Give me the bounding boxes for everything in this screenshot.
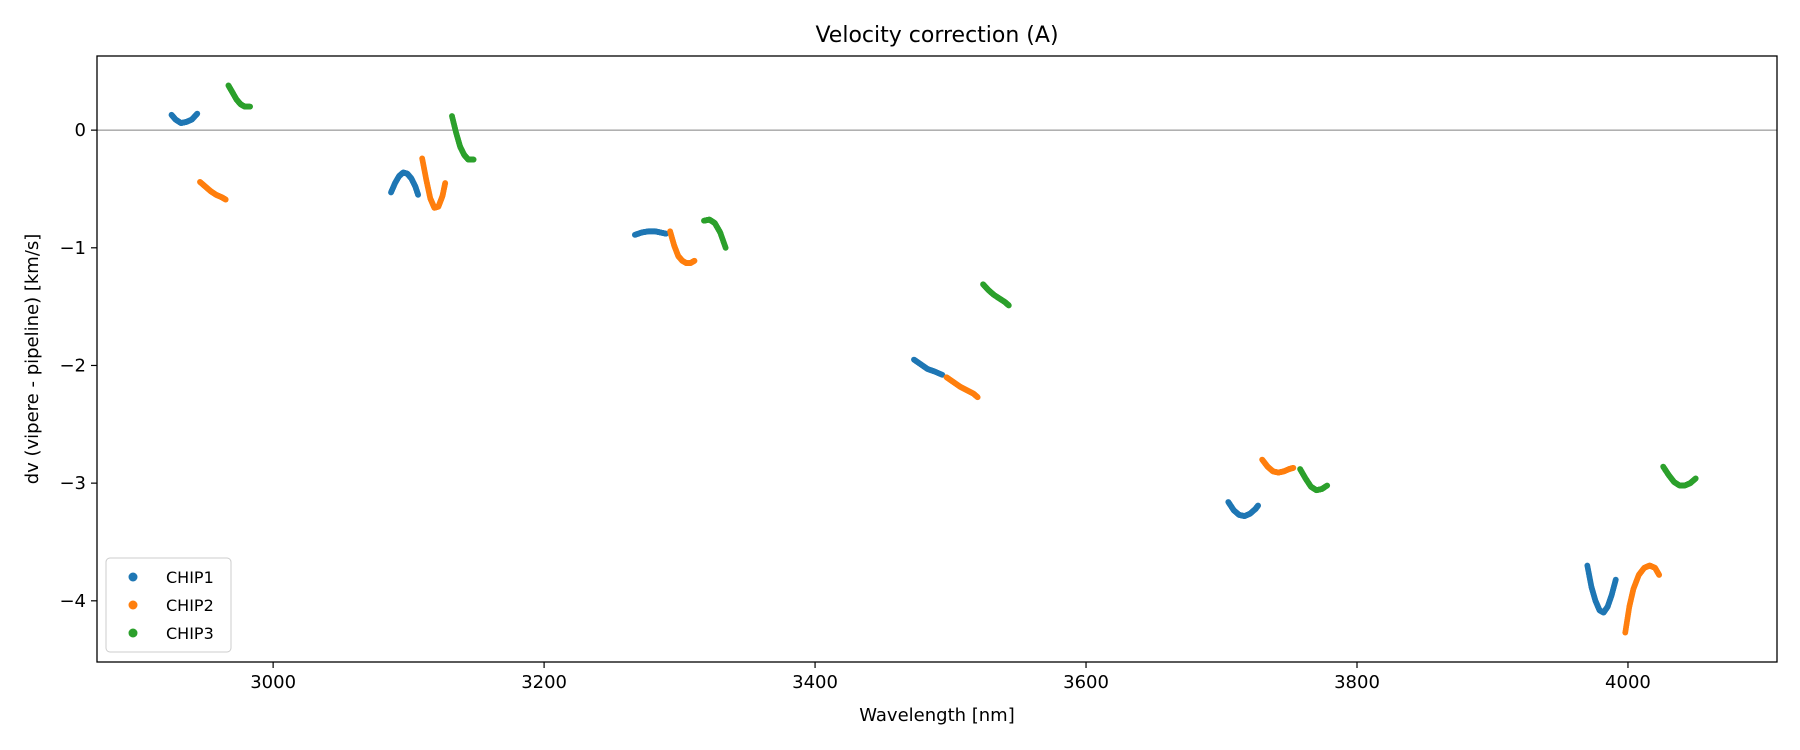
segment-chip2 (197, 179, 229, 203)
y-tick-label: −4 (59, 591, 86, 612)
chart-title: Velocity correction (A) (815, 23, 1058, 48)
legend-frame (105, 557, 232, 653)
legend-label-chip1: CHIP1 (166, 568, 214, 587)
y-tick-label: 0 (75, 120, 86, 141)
data-point (1656, 572, 1663, 578)
data-point (1005, 302, 1012, 309)
segment-chip1 (911, 356, 946, 378)
data-point (974, 394, 981, 401)
data-point (1255, 502, 1261, 509)
x-tick-label: 3800 (1334, 672, 1380, 693)
data-point (1692, 475, 1699, 482)
legend-label-chip2: CHIP2 (166, 596, 214, 615)
segment-chip2 (1259, 456, 1297, 476)
data-point (1324, 482, 1331, 489)
x-tick-label: 4000 (1605, 672, 1651, 693)
segment-chip3 (1660, 463, 1699, 489)
data-point (470, 156, 477, 163)
x-axis-label: Wavelength [nm] (859, 705, 1015, 726)
data-point (1290, 464, 1297, 471)
segment-chip2 (667, 228, 698, 266)
plot-background (97, 56, 1777, 662)
data-point (222, 196, 229, 203)
segment-chip3 (225, 82, 253, 110)
x-tick-label: 3400 (792, 672, 838, 693)
series-layer (168, 82, 1699, 636)
y-axis: 0 −1 −2 −3 −4 (59, 120, 97, 612)
segment-chip1 (631, 228, 669, 238)
y-tick-label: −1 (59, 238, 86, 259)
segment-chip3 (980, 281, 1012, 309)
legend-marker-chip3 (128, 628, 138, 638)
plot-frame (96, 55, 1778, 663)
legend: CHIP1 CHIP2 CHIP3 (105, 557, 232, 653)
series-chip1 (168, 110, 1619, 616)
segment-chip3 (701, 216, 729, 251)
segment-chip2 (943, 374, 981, 401)
segment-chip1 (1225, 499, 1261, 519)
data-point (691, 257, 698, 264)
plot-area (96, 55, 1778, 663)
data-point (722, 244, 729, 251)
segment-chip2 (1622, 562, 1663, 636)
series-chip3 (225, 82, 1699, 494)
series-chip2 (197, 155, 1663, 636)
segment-chip1 (388, 169, 421, 198)
segment-chip1 (168, 110, 201, 126)
segment-chip2 (419, 155, 449, 211)
x-tick-label: 3200 (521, 672, 567, 693)
y-tick-label: −3 (59, 473, 86, 494)
segment-chip1 (1584, 562, 1619, 616)
data-point (1612, 576, 1619, 583)
y-axis-label: dv (vipere - pipeline) [km/s] (22, 234, 43, 485)
legend-marker-chip2 (128, 600, 138, 610)
x-axis: 3000 3200 3400 3600 3800 4000 (250, 662, 1651, 693)
x-tick-label: 3600 (1063, 672, 1109, 693)
data-point (247, 103, 253, 110)
legend-label-chip3: CHIP3 (166, 624, 214, 643)
data-point (194, 110, 201, 117)
data-point (415, 191, 421, 198)
segment-chip3 (449, 113, 477, 163)
segment-chip3 (1297, 466, 1331, 494)
x-tick-label: 3000 (250, 672, 296, 693)
data-point (442, 180, 449, 186)
legend-marker-chip1 (128, 572, 138, 582)
y-tick-label: −2 (59, 355, 86, 376)
